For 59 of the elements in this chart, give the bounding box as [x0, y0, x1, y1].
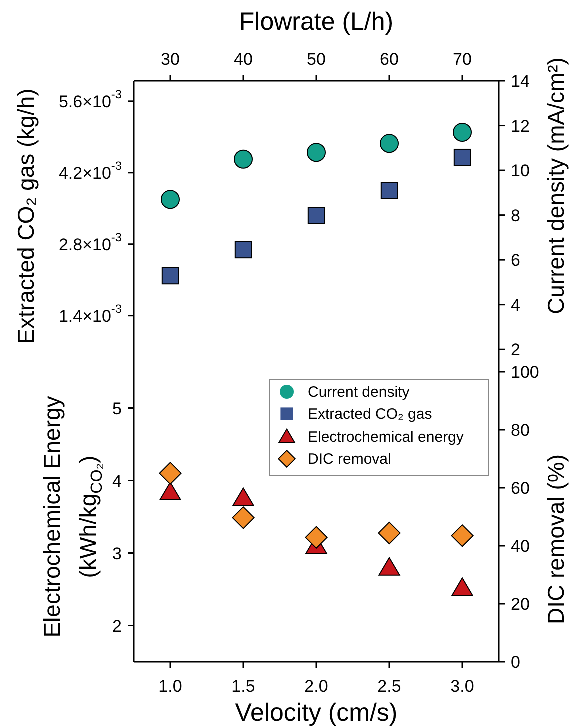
point — [380, 134, 399, 154]
legend-label: Current density — [308, 384, 410, 400]
y2-tick-label: 4 — [511, 295, 520, 314]
y2-tick-label: 80 — [511, 420, 530, 440]
x-tick-label: 2.5 — [378, 676, 402, 696]
y2-tick-label: 6 — [511, 250, 520, 270]
x-tick-label: 3.0 — [450, 676, 474, 696]
x-axis-title: Flowrate (L/h) — [239, 8, 394, 36]
point — [232, 506, 255, 530]
y2-tick-label: 8 — [511, 206, 520, 225]
x-tick-label: 1.5 — [232, 676, 256, 696]
point — [308, 207, 326, 224]
y-tick-label: 5 — [112, 398, 122, 418]
y2-axis-title: Current density (mA/cm²) — [543, 58, 569, 314]
x-tick-label: 30 — [161, 50, 180, 68]
y-tick-label: 3 — [112, 544, 122, 563]
y2-tick-label: 0 — [511, 652, 520, 672]
y2-axis-title: DIC removal (%) — [543, 454, 569, 624]
point — [307, 143, 326, 162]
y-tick-label: 1.4×10$^{-3}$ — [58, 302, 122, 326]
y-tick-label: 5.6×10$^{-3}$ — [58, 87, 122, 111]
y-tick-label: 2.8×10$^{-3}$ — [58, 230, 122, 254]
y-tick-label: 2 — [112, 616, 122, 636]
x-tick-label: 60 — [380, 50, 399, 68]
y2-tick-label: 14 — [511, 72, 530, 90]
point — [453, 122, 472, 142]
y2-tick-label: 40 — [511, 536, 530, 556]
x-tick-label: 70 — [453, 50, 472, 68]
x-axis-title: Velocity (cm/s) — [235, 699, 398, 727]
point — [234, 241, 252, 259]
point — [159, 462, 182, 485]
point — [305, 526, 328, 549]
y2-tick-label: 20 — [511, 594, 530, 614]
point — [378, 522, 401, 545]
x-tick-label: 1.0 — [158, 676, 182, 696]
y2-tick-label: 2 — [511, 340, 520, 360]
y-axis-title: Extracted CO₂ gas (kg/h) — [13, 88, 39, 344]
point — [452, 578, 474, 596]
y2-tick-label: 12 — [511, 116, 530, 136]
y-tick-label: 4.2×10$^{-3}$ — [58, 158, 122, 182]
point — [378, 557, 400, 576]
x-tick-label: 40 — [234, 50, 253, 68]
point — [161, 190, 180, 210]
legend-label: Extracted CO₂ gas — [308, 406, 432, 422]
y2-tick-label: 10 — [511, 161, 530, 180]
legend-label: Electrochemical energy — [308, 428, 464, 446]
point — [160, 482, 182, 500]
point — [232, 488, 254, 506]
point — [380, 182, 398, 200]
y-tick-label: 4 — [112, 471, 122, 490]
point — [454, 148, 472, 166]
point — [234, 150, 253, 169]
point — [451, 524, 474, 548]
y2-tick-label: 60 — [511, 478, 530, 498]
y2-tick-label: 100 — [511, 362, 540, 382]
x-tick-label: 2.0 — [304, 676, 328, 696]
x-tick-label: 50 — [307, 50, 326, 68]
legend-label: DIC removal — [308, 450, 392, 468]
point — [162, 267, 180, 285]
